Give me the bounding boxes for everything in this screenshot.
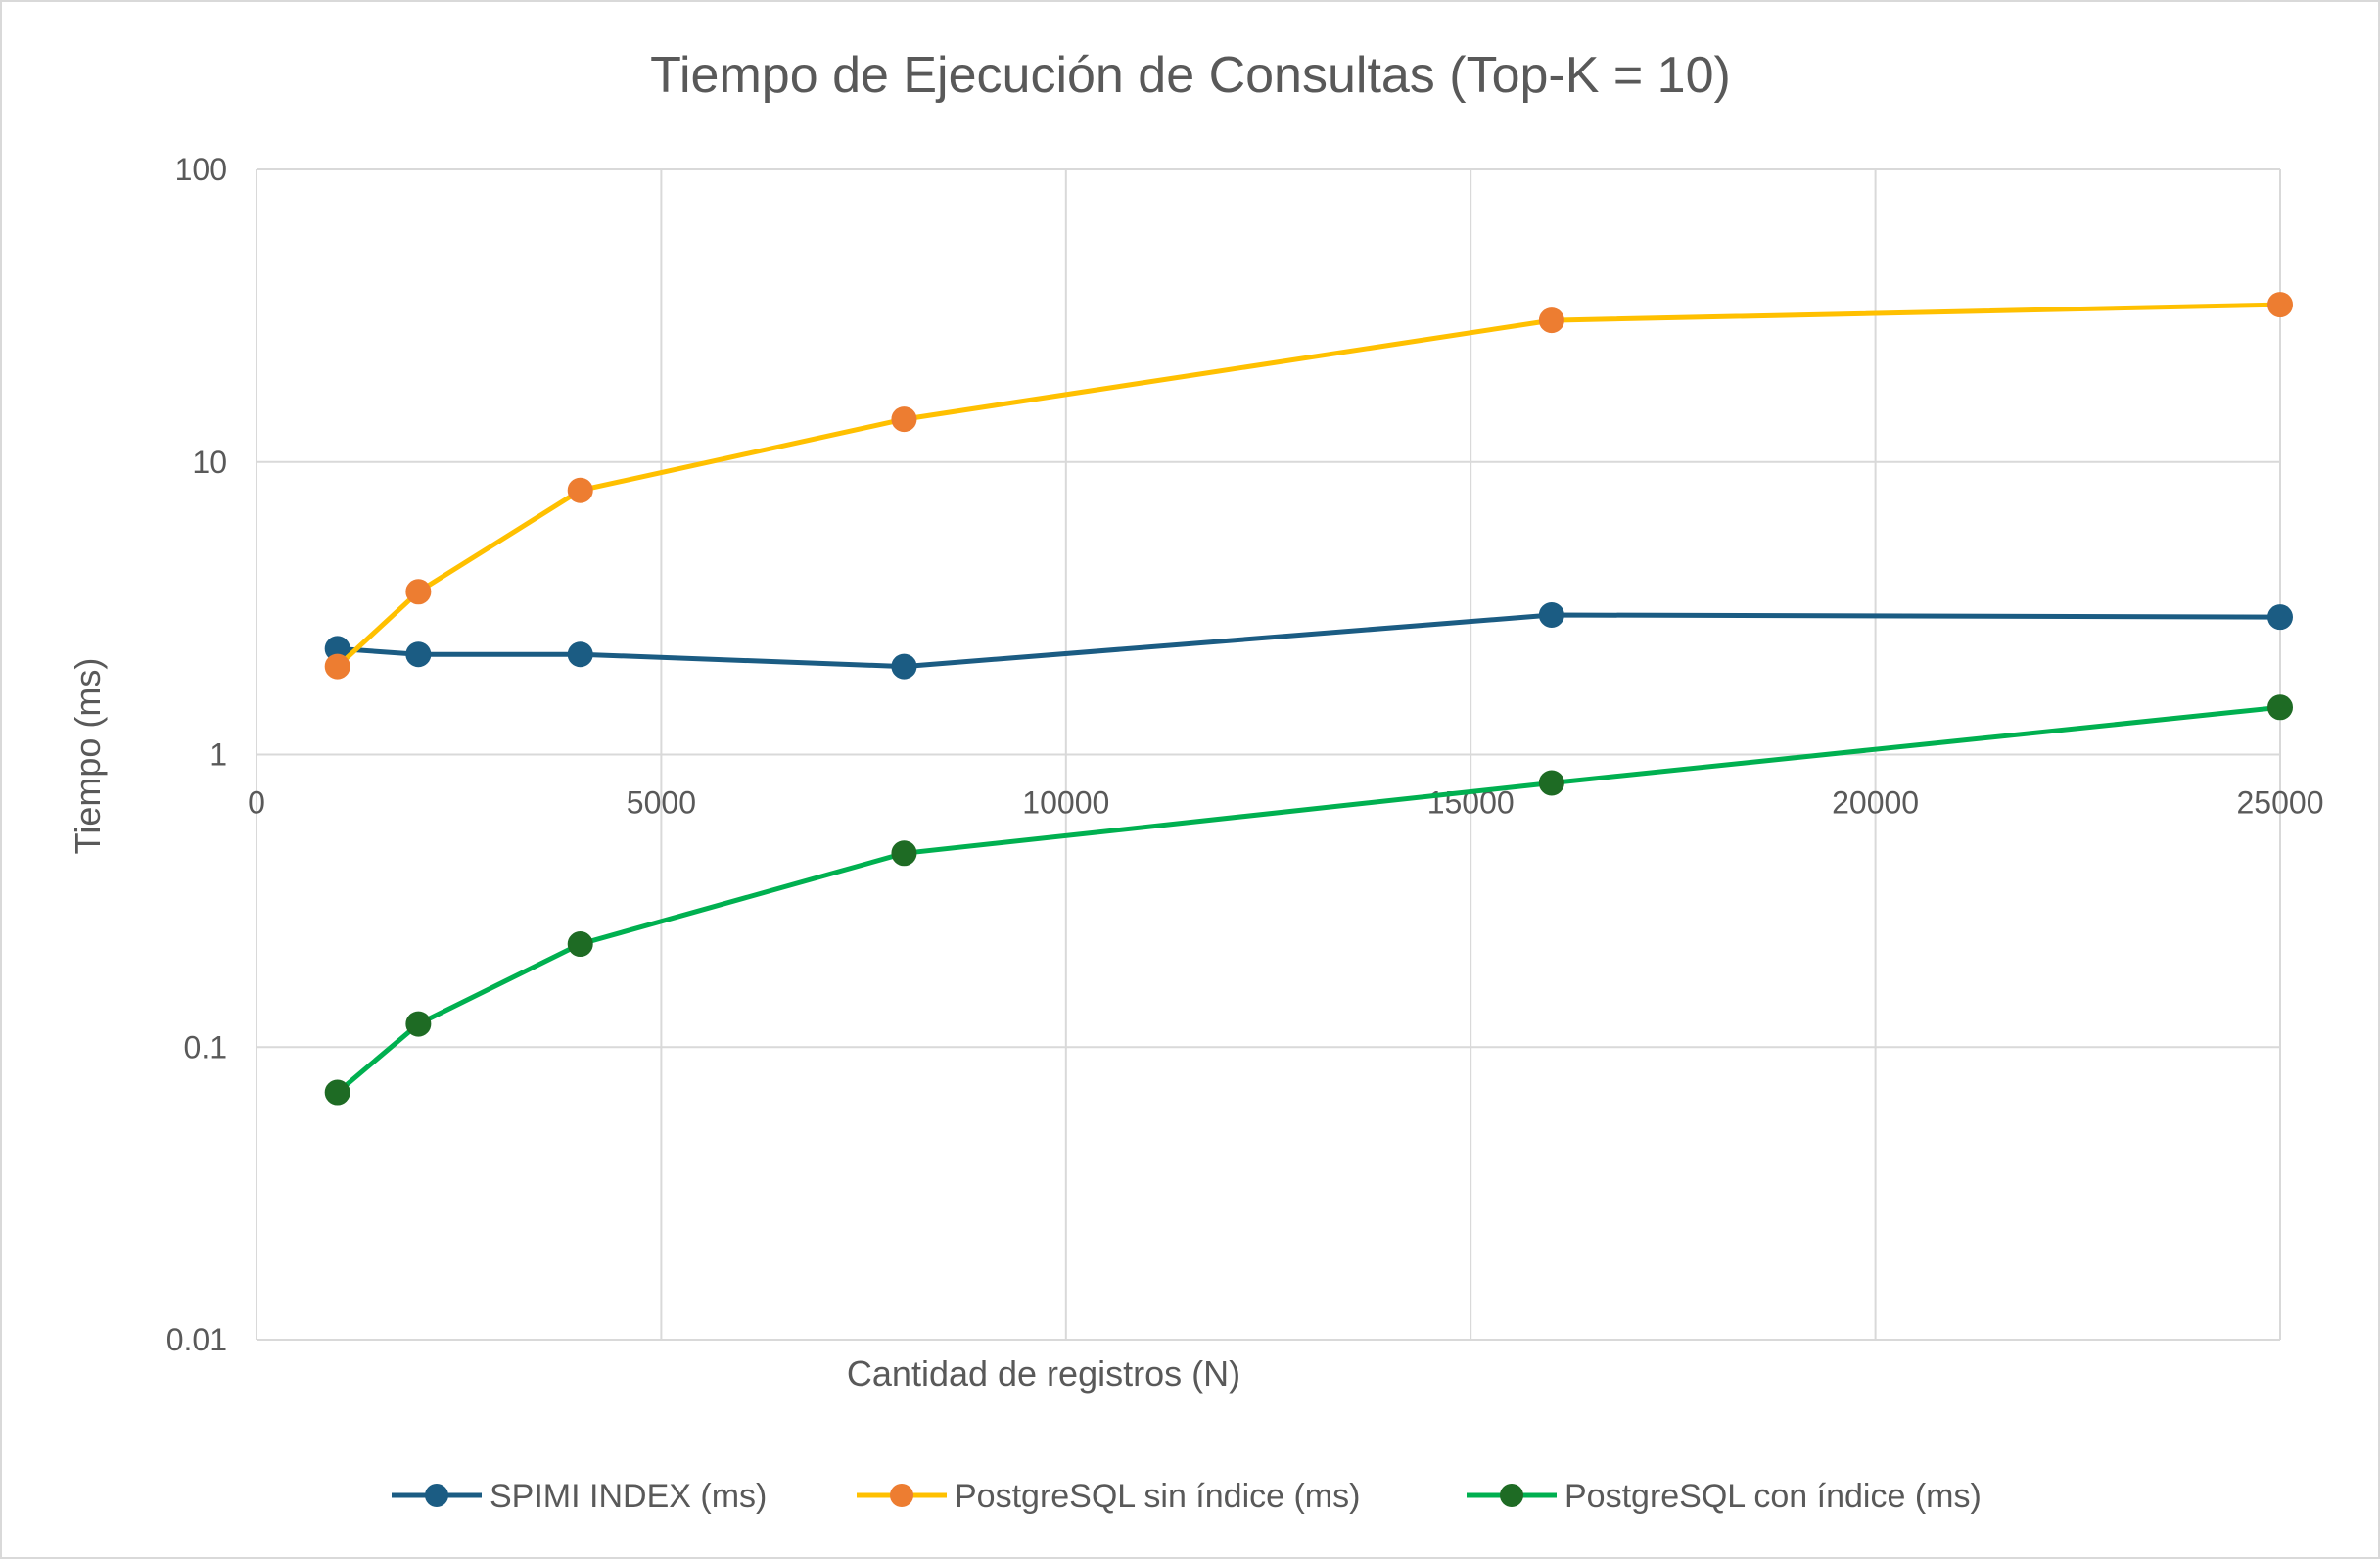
series-0 — [324, 601, 2293, 680]
data-point — [2267, 604, 2293, 631]
x-tick-label: 10000 — [1022, 785, 1109, 821]
x-tick-label: 0 — [248, 785, 265, 821]
legend-marker — [890, 1484, 913, 1507]
chart-title: Tiempo de Ejecución de Consultas (Top-K … — [650, 47, 1731, 104]
y-tick-label: 10 — [192, 445, 227, 480]
x-tick-label: 5000 — [627, 785, 696, 821]
x-axis-label: Cantidad de registros (N) — [847, 1353, 1240, 1394]
y-tick-label: 1 — [210, 737, 227, 773]
data-point — [567, 931, 593, 958]
x-tick-label: 20000 — [1832, 785, 1919, 821]
data-point — [405, 1011, 432, 1037]
series-line — [336, 302, 2281, 669]
series-2 — [324, 694, 2293, 1106]
legend-item: SPIMI INDEX (ms) — [392, 1478, 767, 1515]
data-point — [2267, 694, 2293, 721]
series-1 — [324, 292, 2293, 680]
y-tick-label: 0.01 — [166, 1322, 227, 1357]
legend-item: PostgreSQL sin índice (ms) — [857, 1478, 1360, 1515]
data-point — [891, 406, 917, 433]
y-tick-label: 100 — [175, 152, 227, 187]
y-axis-label: Tiempo (ms) — [68, 658, 108, 855]
legend-label: PostgreSQL con índice (ms) — [1564, 1478, 1982, 1515]
data-point — [405, 579, 432, 605]
series-line — [336, 704, 2281, 1095]
data-point — [891, 653, 917, 680]
data-point — [405, 641, 432, 668]
legend: SPIMI INDEX (ms) PostgreSQL sin índice (m… — [392, 1478, 1982, 1515]
data-point — [2267, 292, 2293, 318]
legend-label: PostgreSQL sin índice (ms) — [955, 1478, 1360, 1515]
series-group — [324, 292, 2293, 1106]
legend-marker — [425, 1484, 448, 1507]
series-line — [337, 612, 2281, 670]
grid-lines — [256, 168, 2281, 1341]
y-tick-label: 0.1 — [184, 1029, 227, 1064]
x-tick-label: 25000 — [2237, 785, 2324, 821]
data-point — [567, 641, 593, 668]
data-point — [567, 477, 593, 503]
legend-item: PostgreSQL con índice (ms) — [1467, 1478, 1982, 1515]
data-point — [324, 1079, 350, 1106]
data-point — [1538, 307, 1564, 334]
data-point — [891, 840, 917, 867]
data-point — [1538, 770, 1564, 796]
data-point — [1538, 601, 1564, 628]
legend-marker — [1500, 1484, 1523, 1507]
data-point — [324, 653, 350, 680]
legend-label: SPIMI INDEX (ms) — [490, 1478, 767, 1515]
